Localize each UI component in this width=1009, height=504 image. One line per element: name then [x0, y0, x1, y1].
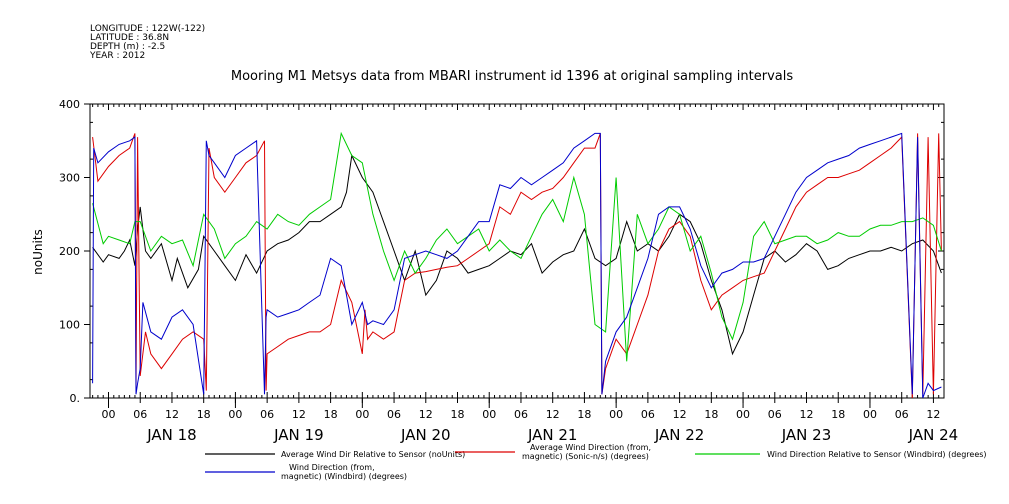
day-label: JAN 22: [654, 426, 705, 444]
legend-label: Wind Direction (from,: [289, 463, 375, 472]
y-tick-label: 200: [59, 245, 80, 258]
metadata-line: YEAR : 2012: [89, 51, 145, 61]
x-tick-label: 18: [831, 408, 845, 421]
metadata-block: LONGITUDE : 122W(-122)LATITUDE : 36.8NDE…: [89, 24, 205, 61]
metadata-line: LONGITUDE : 122W(-122): [90, 24, 205, 34]
legend-label: Wind Direction Relative to Sensor (Windb…: [767, 450, 987, 459]
y-tick-label: 400: [59, 98, 80, 111]
series-line-blue: [92, 132, 942, 398]
x-tick-label: 12: [800, 408, 814, 421]
y-tick-label: 0.: [70, 392, 81, 405]
x-tick-label: 12: [165, 408, 179, 421]
legend-label: Average Wind Dir Relative to Sensor (noU…: [281, 450, 465, 459]
y-axis-label: noUnits: [31, 229, 45, 275]
series-layer: [92, 131, 942, 398]
x-tick-label: 00: [609, 408, 623, 421]
legend-label: magnetic) (Sonic-n/s) (degrees): [522, 452, 649, 461]
series-line-black: [92, 153, 942, 356]
x-tick-label: 18: [324, 408, 338, 421]
y-tick-label: 100: [59, 319, 80, 332]
day-label: JAN 21: [527, 426, 578, 444]
x-tick-label: 06: [768, 408, 782, 421]
x-tick-label: 06: [260, 408, 274, 421]
x-tick-label: 18: [704, 408, 718, 421]
day-label: JAN 20: [400, 426, 451, 444]
x-tick-label: 18: [197, 408, 211, 421]
x-tick-label: 06: [133, 408, 147, 421]
x-tick-label: 00: [355, 408, 369, 421]
x-tick-label: 00: [736, 408, 750, 421]
x-tick-label: 06: [514, 408, 528, 421]
x-tick-label: 00: [102, 408, 116, 421]
day-label: JAN 19: [273, 426, 324, 444]
legend: Average Wind Dir Relative to Sensor (noU…: [205, 443, 987, 481]
x-tick-label: 00: [863, 408, 877, 421]
axes: 00 06 12 18 00 06 12 18 00 06 12 18 00 06 12 18 00 06 12 18…: [59, 98, 958, 444]
x-tick-label: 00: [228, 408, 242, 421]
x-tick-label: 00: [482, 408, 496, 421]
y-tick-label: 300: [59, 172, 80, 185]
plot-frame: [89, 103, 945, 399]
series-line-red: [92, 133, 942, 398]
day-label: JAN 18: [146, 426, 197, 444]
legend-label: magnetic) (Windbird) (degrees): [281, 472, 407, 481]
day-label: JAN 23: [781, 426, 832, 444]
series-line-green: [92, 131, 942, 362]
x-tick-label: 06: [895, 408, 909, 421]
x-tick-label: 18: [451, 408, 465, 421]
day-label: JAN 24: [908, 426, 959, 444]
x-tick-label: 06: [641, 408, 655, 421]
metadata-line: LATITUDE : 36.8N: [90, 33, 169, 43]
x-tick-label: 12: [546, 408, 560, 421]
x-tick-label: 12: [419, 408, 433, 421]
legend-label: Average Wind Direction (from,: [530, 443, 651, 452]
x-tick-label: 12: [926, 408, 940, 421]
x-tick-label: 12: [673, 408, 687, 421]
x-tick-label: 18: [577, 408, 591, 421]
chart-title: Mooring M1 Metsys data from MBARI instru…: [231, 69, 793, 84]
x-tick-label: 06: [387, 408, 401, 421]
metadata-line: DEPTH (m) : -2.5: [90, 42, 165, 52]
x-tick-label: 12: [292, 408, 306, 421]
